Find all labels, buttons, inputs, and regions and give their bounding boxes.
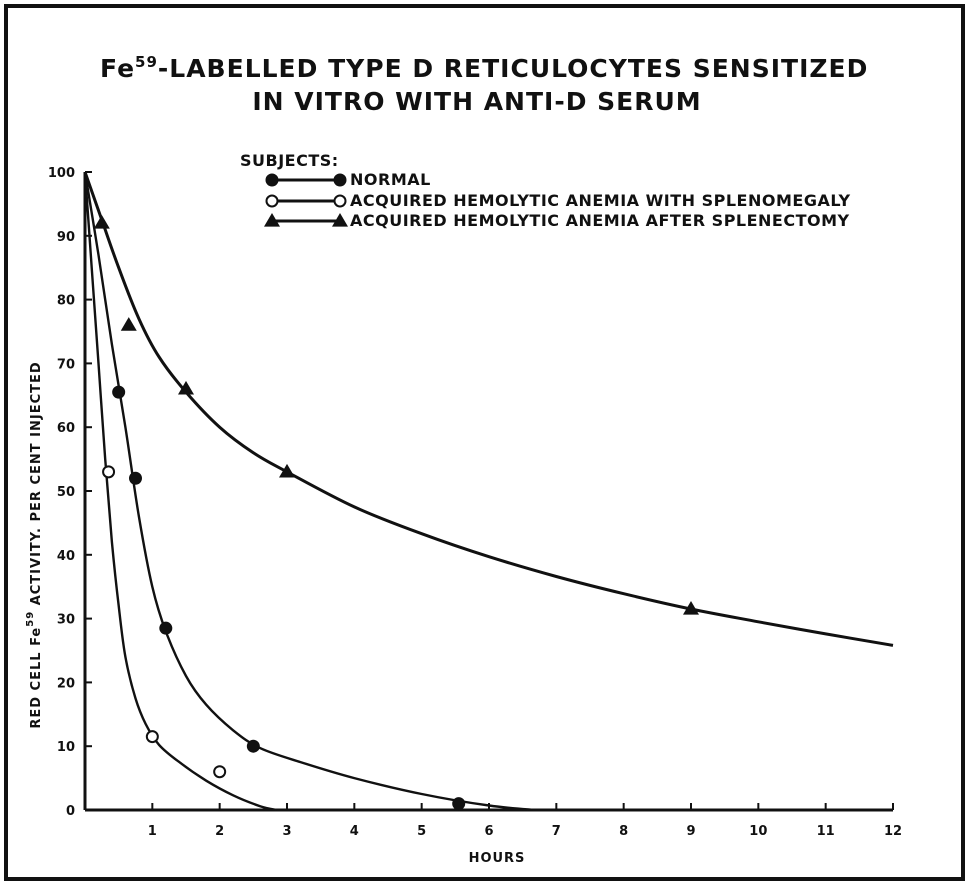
x-tick-label: 10 — [749, 824, 767, 839]
x-tick-label: 6 — [484, 824, 493, 839]
legend-label-splenomegaly: ACQUIRED HEMOLYTIC ANEMIA WITH SPLENOMEG… — [350, 191, 851, 210]
x-tick-label: 4 — [350, 824, 359, 839]
y-tick-label: 90 — [57, 230, 75, 245]
data-point-splenectomy — [279, 463, 295, 478]
legend-marker-splenomegaly — [265, 194, 279, 208]
data-point-normal — [159, 621, 173, 635]
data-point-normal — [452, 797, 466, 811]
y-tick-label: 50 — [57, 485, 75, 500]
series-line-normal — [83, 171, 537, 812]
x-tick-label: 7 — [552, 824, 561, 839]
chart-title-line2: IN VITRO WITH ANTI-D SERUM — [252, 87, 701, 116]
legend-marker-splenomegaly — [333, 194, 347, 208]
series-line-splenomegaly — [83, 171, 278, 812]
legend-label-normal: NORMAL — [350, 170, 431, 189]
x-tick-label: 2 — [215, 824, 224, 839]
data-point-splenomegaly — [213, 765, 227, 779]
x-tick-label: 1 — [148, 824, 157, 839]
legend-heading: SUBJECTS: — [240, 151, 339, 170]
y-tick-label: 40 — [57, 549, 75, 564]
data-point-normal — [246, 739, 260, 753]
legend-marker-splenectomy — [332, 213, 348, 227]
series-line-splenectomy — [83, 171, 894, 647]
x-tick-label: 12 — [884, 824, 902, 839]
data-point-splenomegaly — [145, 730, 159, 744]
x-axis-label: HOURS — [469, 851, 526, 866]
chart-title-line1: Fe59-LABELLED TYPE D RETICULOCYTES SENSI… — [100, 53, 868, 83]
x-tick-label: 9 — [686, 824, 695, 839]
y-tick-label: 30 — [57, 613, 75, 628]
x-tick-label: 5 — [417, 824, 426, 839]
data-point-normal — [112, 385, 126, 399]
y-tick-label: 0 — [66, 804, 75, 819]
data-point-splenectomy — [93, 215, 110, 229]
data-point-splenectomy — [120, 317, 137, 331]
legend-marker-normal — [265, 173, 279, 187]
y-tick-label: 60 — [57, 421, 75, 436]
legend: SUBJECTS: NORMAL ACQUIRED HEMOLYTIC ANEMI… — [240, 151, 851, 230]
y-tick-label: 100 — [48, 166, 75, 181]
data-point-splenectomy — [683, 601, 699, 615]
x-tick-label: 3 — [282, 824, 291, 839]
data-point-splenomegaly — [102, 465, 116, 479]
data-point-splenectomy — [178, 380, 194, 395]
y-axis-label: RED CELL Fe59 ACTIVITY. PER CENT INJECTE… — [25, 361, 44, 728]
figure-border — [4, 4, 965, 881]
y-tick-label: 80 — [57, 294, 75, 309]
x-tick-label: 11 — [817, 824, 835, 839]
y-tick-label: 70 — [57, 357, 75, 372]
x-tick-label: 8 — [619, 824, 628, 839]
y-tick-label: 20 — [57, 676, 75, 691]
legend-marker-normal — [333, 173, 347, 187]
y-tick-label: 10 — [57, 740, 75, 755]
data-point-normal — [129, 471, 142, 485]
legend-marker-splenectomy — [264, 213, 280, 227]
legend-label-splenectomy: ACQUIRED HEMOLYTIC ANEMIA AFTER SPLENECT… — [350, 211, 850, 230]
